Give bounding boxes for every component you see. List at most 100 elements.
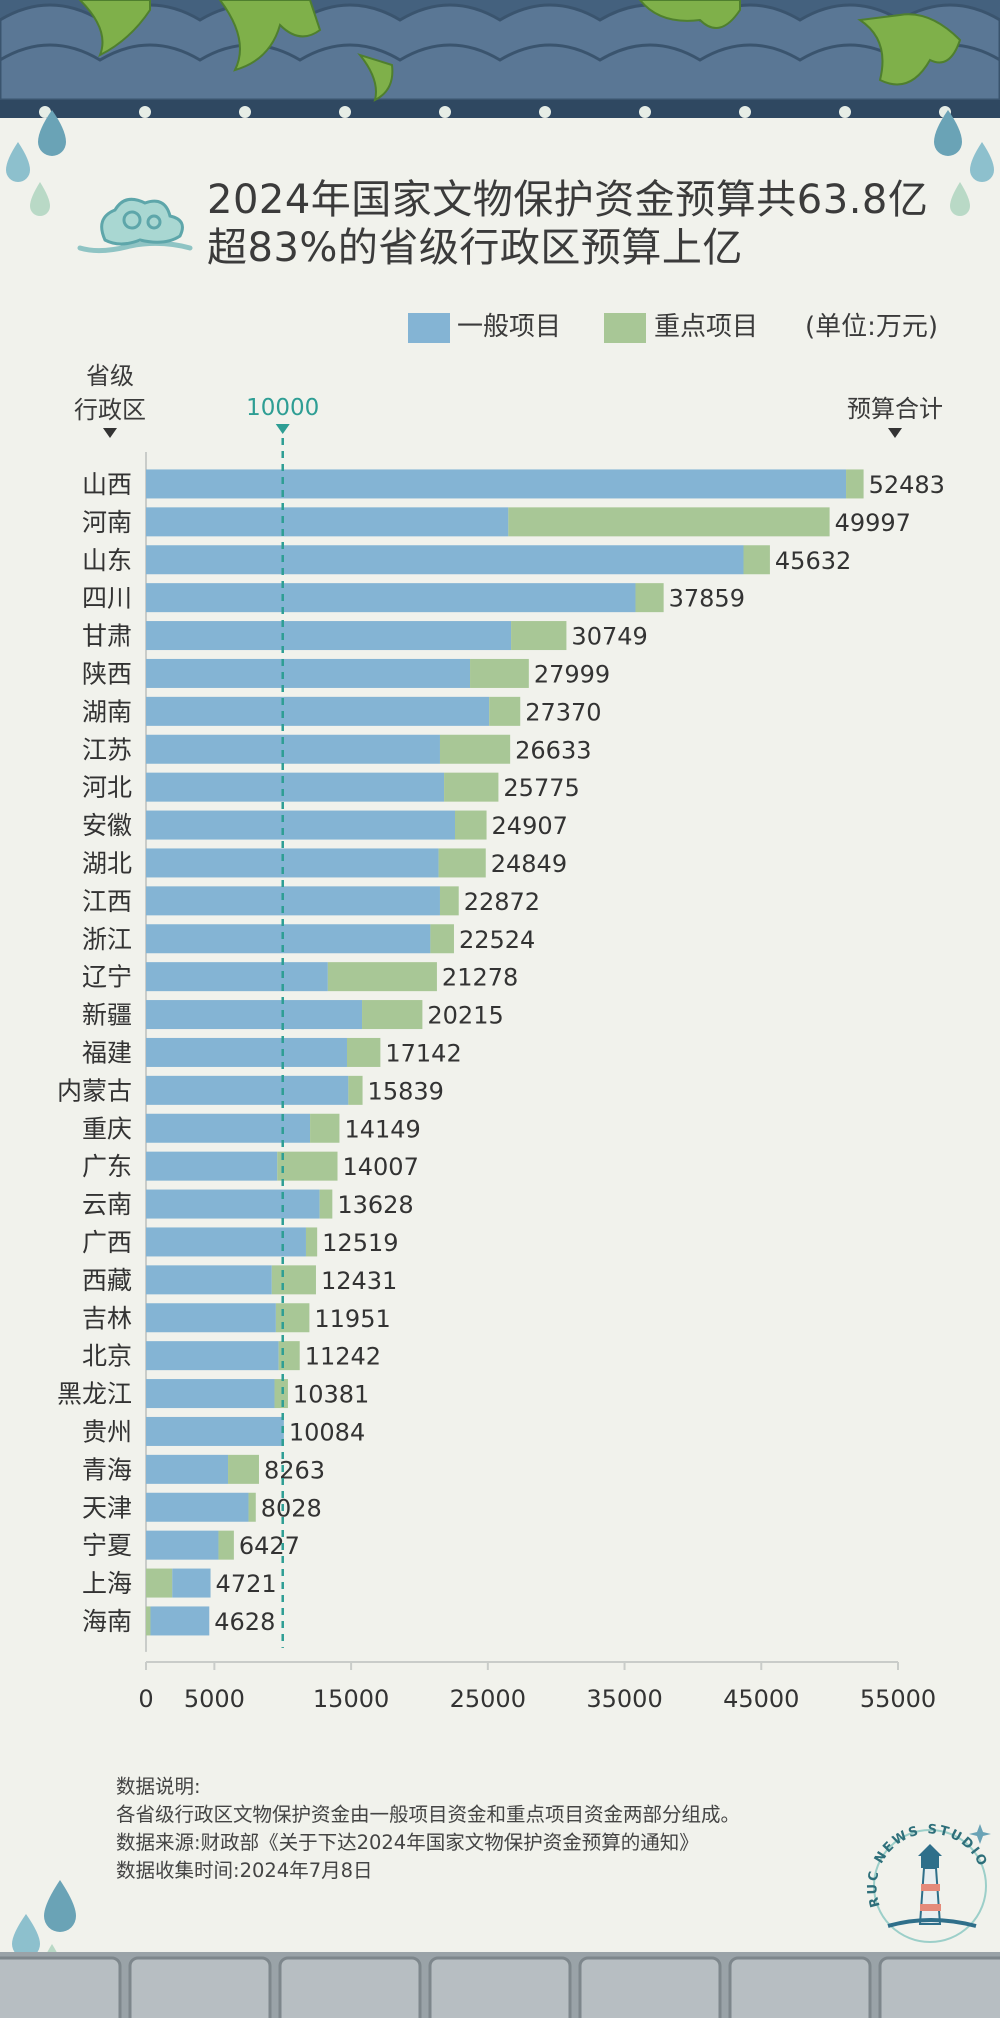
bar-segment [146, 772, 445, 802]
bar-total-label: 10084 [289, 1418, 365, 1446]
bar-total-label: 6427 [239, 1532, 300, 1560]
bar-segment [327, 962, 437, 992]
bar-segment [310, 1113, 340, 1143]
total-column-arrow [888, 428, 902, 438]
category-label: 重庆 [82, 1114, 132, 1143]
category-label: 黑龙江 [57, 1380, 132, 1409]
bar-segment [146, 1454, 229, 1484]
bar-segment [248, 1492, 256, 1522]
category-label: 湖北 [82, 849, 132, 878]
bar-segment [146, 658, 471, 688]
bar-segment [146, 848, 439, 878]
note-source: 数据来源:财政部《关于下达2024年国家文物保护资金预算的通知》 [116, 1831, 699, 1854]
bar-segment [348, 1075, 363, 1105]
bar-segment [146, 924, 431, 954]
bar-segment [146, 1151, 278, 1181]
bar-total-label: 14149 [344, 1115, 420, 1143]
bar-total-label: 17142 [385, 1039, 461, 1067]
bar-segment [470, 658, 529, 688]
bar-segment [146, 621, 512, 651]
bar-segment [146, 545, 744, 575]
legend-label-general: 一般项目 [457, 312, 562, 342]
note-description: 各省级行政区文物保护资金由一般项目资金和重点项目资金两部分组成。 [116, 1803, 741, 1826]
category-label: 广东 [82, 1152, 132, 1181]
auspicious-cloud-icon [77, 197, 193, 254]
bar-segment [146, 1000, 363, 1030]
bar-total-label: 15839 [368, 1077, 444, 1105]
x-tick-label: 35000 [586, 1685, 662, 1713]
bar-total-label: 12519 [322, 1229, 398, 1257]
category-label: 甘肃 [82, 622, 132, 651]
bar-total-label: 24907 [492, 812, 568, 840]
category-label: 河南 [82, 508, 132, 537]
bar-segment [444, 772, 499, 802]
bar-segment [508, 507, 830, 537]
bar-segment [218, 1530, 234, 1560]
bar-total-label: 11951 [314, 1305, 390, 1333]
bar-segment [150, 1606, 210, 1636]
y-axis-title: 省级 行政区 [74, 362, 146, 424]
bar-segment [146, 1113, 311, 1143]
bar-segment [743, 545, 770, 575]
category-label: 西藏 [82, 1266, 132, 1295]
bar-segment [430, 924, 454, 954]
bar-segment [146, 1037, 347, 1067]
bar-total-label: 4628 [214, 1608, 275, 1636]
category-label: 云南 [82, 1190, 132, 1219]
bar-segment [362, 1000, 423, 1030]
bar-segment [319, 1189, 333, 1219]
category-label: 山西 [82, 470, 132, 499]
bar-segment [146, 734, 440, 764]
bar-total-label: 27370 [525, 698, 601, 726]
x-tick-label: 5000 [184, 1685, 245, 1713]
stone-floor-decoration [0, 1952, 1000, 2018]
bar-segment [146, 469, 847, 499]
category-label: 广西 [82, 1228, 132, 1257]
bar-total-label: 10381 [293, 1381, 369, 1409]
bar-segment [455, 810, 487, 840]
category-label: 吉林 [82, 1304, 132, 1333]
bar-total-label: 14007 [343, 1153, 419, 1181]
x-tick-label: 15000 [313, 1685, 389, 1713]
category-label: 河北 [82, 773, 132, 802]
category-label: 江苏 [82, 735, 132, 764]
category-label: 四川 [82, 584, 132, 613]
bar-segment [146, 1303, 276, 1333]
reference-line-label: 10000 [246, 395, 319, 421]
bar-total-label: 45632 [775, 547, 851, 575]
bar-total-label: 30749 [571, 623, 647, 651]
total-column-title: 预算合计 [847, 395, 943, 423]
bar-total-label: 27999 [534, 660, 610, 688]
note-collection-date: 数据收集时间:2024年7月8日 [116, 1859, 373, 1882]
bar-total-label: 11242 [305, 1343, 381, 1371]
category-label: 山东 [82, 546, 132, 575]
raindrops-right-decoration [934, 110, 994, 216]
category-label: 新疆 [82, 1001, 132, 1030]
legend-label-key: 重点项目 [654, 312, 759, 342]
bar-segment [439, 886, 459, 916]
bar-segment [274, 1379, 288, 1409]
category-label: 安徽 [82, 811, 132, 840]
bar-total-label: 49997 [835, 509, 911, 537]
bar-segment [146, 1492, 249, 1522]
bar-segment [146, 1227, 306, 1257]
bar-total-label: 22524 [459, 926, 535, 954]
bar-segment [146, 583, 636, 613]
y-axis-title-arrow [103, 428, 117, 438]
category-label: 海南 [82, 1607, 132, 1636]
x-tick-label: 55000 [860, 1685, 936, 1713]
category-label: 贵州 [82, 1417, 132, 1446]
x-tick-label: 45000 [723, 1685, 799, 1713]
bar-total-label: 12431 [321, 1267, 397, 1295]
bar-segment [146, 1568, 173, 1598]
category-label: 北京 [82, 1342, 132, 1371]
bar-segment [635, 583, 664, 613]
category-label: 内蒙古 [57, 1076, 132, 1105]
bar-segment [146, 1606, 151, 1636]
bar-total-label: 8263 [264, 1456, 325, 1484]
category-label: 江西 [82, 887, 132, 916]
bar-segment [146, 1416, 284, 1446]
unit-label: (单位:万元) [805, 312, 939, 342]
stacked-bar-chart: 山西 52483 河南 49997 山东 45632 四川 37859 甘肃 30749 陕西 279… [57, 395, 945, 1713]
reference-line-marker [275, 424, 290, 434]
